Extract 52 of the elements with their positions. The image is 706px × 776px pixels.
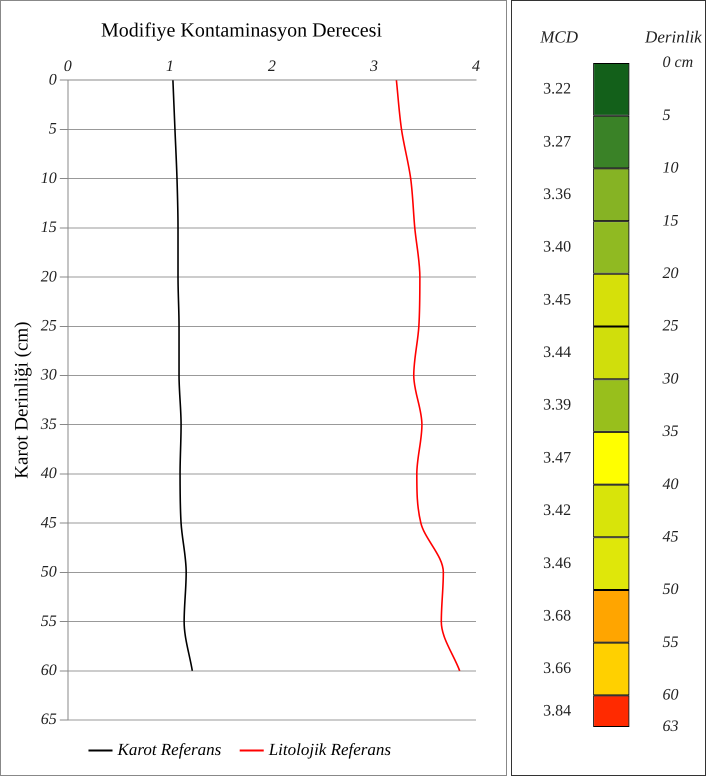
y-tick-label: 30	[40, 366, 57, 384]
y-tick-label: 55	[40, 612, 57, 630]
series-label: 3.47	[543, 449, 572, 466]
y-tick-label: 10	[662, 160, 678, 177]
y-tick-label: 35	[40, 416, 57, 433]
x-tick-label: 4	[472, 58, 480, 75]
y-tick-label: 25	[662, 318, 678, 335]
y-axis-title: Derinlik	[644, 27, 702, 46]
legend-label: Karot Referans	[116, 740, 222, 759]
series-label: 3.22	[543, 80, 572, 98]
x-tick-label: 1	[166, 58, 174, 75]
series-label: 3.45	[543, 291, 572, 308]
y-axis-title: Karot Derinliği (cm)	[11, 321, 32, 479]
x-tick-label: 3	[368, 58, 378, 75]
y-tick-label: 30	[662, 370, 678, 388]
y-tick-label: 40	[40, 465, 57, 482]
y-tick-label: 45	[662, 528, 678, 546]
series-label: 3.40	[543, 238, 572, 256]
y-tick-label: 45	[40, 514, 57, 532]
y-tick-label: 15	[40, 219, 57, 236]
y-tick-label: 20	[662, 264, 678, 282]
chart-title: Modifiye Kontaminasyon Derecesi	[100, 19, 382, 42]
y-tick-label: 10	[40, 170, 57, 187]
series-label: 3.42	[543, 502, 572, 520]
y-tick-label: 55	[662, 634, 678, 651]
series-label: 3.39	[543, 396, 572, 414]
y-tick-label: 50	[40, 564, 57, 581]
y-tick-label: 15	[662, 212, 678, 230]
text: MCD	[539, 27, 579, 46]
y-tick-label: 60	[40, 662, 57, 679]
y-tick-label: 35	[662, 423, 678, 440]
y-tick-label: 5	[662, 106, 670, 124]
x-tick-label: 2	[268, 58, 276, 75]
y-tick-label: 50	[662, 581, 678, 598]
series-label: 3.68	[543, 608, 572, 625]
legend-label: Litolojik Referans	[268, 740, 392, 759]
series-label: 3.44	[543, 344, 572, 362]
y-tick-label: 40	[662, 476, 678, 493]
series-label: 3.46	[543, 554, 572, 572]
y-tick-label: 25	[40, 317, 57, 334]
y-tick-label: 60	[662, 686, 678, 704]
series-label: 3.84	[543, 702, 572, 720]
series-label: 3.66	[543, 660, 572, 678]
y-tick-label: 65	[40, 711, 57, 728]
y-tick-label: 20	[40, 268, 57, 286]
series-label: 3.36	[543, 186, 572, 203]
series-label: 3.27	[543, 133, 572, 150]
y-tick-label: 5	[48, 120, 57, 138]
y-tick-label: 0 cm	[662, 54, 694, 72]
x-tick-label: 0	[64, 58, 72, 75]
y-tick-label: 63	[662, 718, 678, 736]
y-tick-label: 0	[48, 71, 57, 88]
